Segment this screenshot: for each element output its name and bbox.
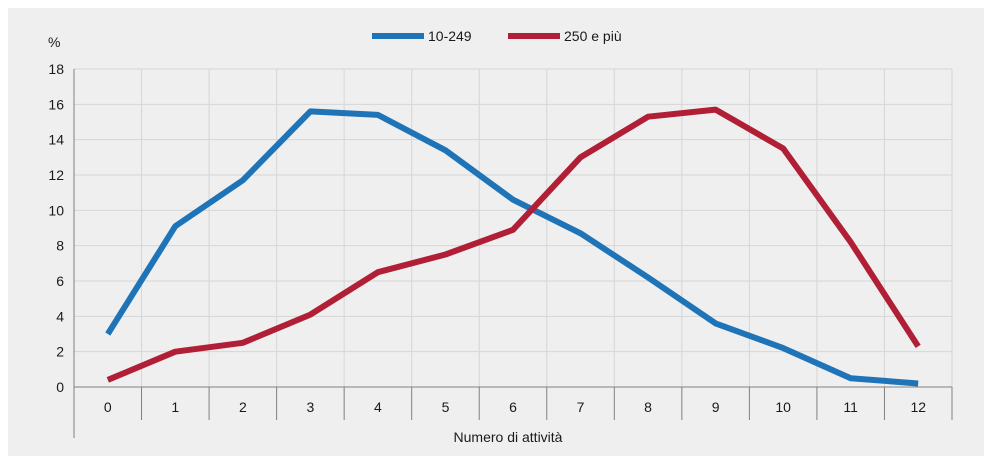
x-tick-label: 10 (775, 399, 791, 415)
x-tick-label: 0 (104, 399, 112, 415)
y-tick-label: 16 (48, 96, 64, 112)
y-tick-label: 0 (56, 379, 64, 395)
y-tick-label: 18 (48, 61, 64, 77)
y-tick-label: 6 (56, 273, 64, 289)
y-tick-label: 14 (48, 132, 64, 148)
y-tick-label: 12 (48, 167, 64, 183)
x-tick-label: 7 (577, 399, 585, 415)
x-tick-label: 11 (843, 399, 858, 415)
legend-label: 10-249 (428, 28, 472, 44)
x-tick-label: 9 (712, 399, 720, 415)
legend: 10-249 250 e più (372, 28, 622, 44)
y-tick-label: 4 (56, 308, 64, 324)
x-tick-label: 3 (306, 399, 314, 415)
series-line-large (108, 110, 918, 380)
y-tick-label: 8 (56, 238, 64, 254)
x-tick-label: 8 (644, 399, 652, 415)
x-tick-label: 2 (239, 399, 247, 415)
chart-panel: 0 2 4 6 8 10 12 14 16 18 0 1 2 3 4 5 6 7 8 9 10 11 12 10-249 25… (8, 8, 984, 456)
y-tick-label: 2 (56, 344, 64, 360)
x-tick-label: 5 (442, 399, 450, 415)
legend-label: 250 e più (564, 28, 622, 44)
series-lines (108, 110, 918, 384)
x-tick-label: 6 (509, 399, 517, 415)
x-axis-title: Numero di attività (454, 429, 563, 445)
x-tick-label: 12 (910, 399, 926, 415)
y-axis-unit-label: % (48, 34, 60, 50)
x-tick-label: 4 (374, 399, 382, 415)
x-tick-label: 1 (171, 399, 179, 415)
y-tick-label: 10 (48, 202, 64, 218)
